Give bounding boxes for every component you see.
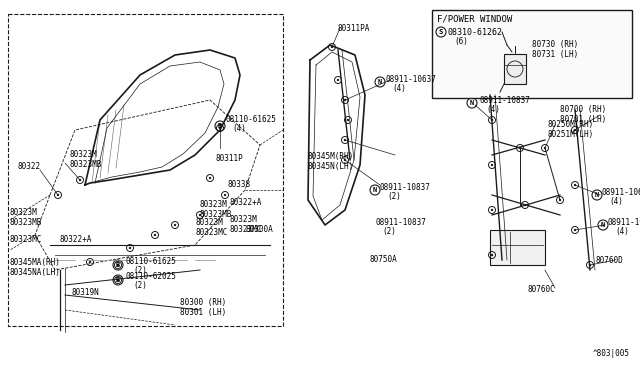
Text: B: B: [116, 277, 120, 283]
Text: 80311P: 80311P: [215, 154, 243, 163]
Text: 80760D: 80760D: [596, 256, 624, 265]
Text: 08911-10837: 08911-10837: [380, 183, 431, 192]
Circle shape: [491, 209, 493, 211]
Circle shape: [209, 177, 211, 179]
Circle shape: [219, 127, 221, 129]
Text: 80323MC: 80323MC: [10, 235, 42, 244]
Text: 80345MA(RH)
80345NA(LH): 80345MA(RH) 80345NA(LH): [10, 258, 61, 278]
Text: 80322+A: 80322+A: [60, 235, 92, 244]
Text: 80322: 80322: [18, 162, 41, 171]
Text: 80311PA: 80311PA: [337, 24, 369, 33]
Circle shape: [524, 204, 526, 206]
Bar: [504, 54, 526, 84]
Bar: [432, 10, 632, 98]
Text: 08911-10637: 08911-10637: [608, 218, 640, 227]
Circle shape: [574, 184, 576, 186]
Bar: [490, 230, 545, 265]
Text: 08911-10837: 08911-10837: [375, 218, 426, 227]
Text: B: B: [116, 262, 120, 268]
Circle shape: [199, 214, 201, 216]
Text: 80319N: 80319N: [72, 288, 100, 297]
Circle shape: [344, 159, 346, 161]
Text: 80731 (LH): 80731 (LH): [532, 50, 579, 59]
Circle shape: [331, 46, 333, 48]
Circle shape: [116, 279, 119, 281]
Circle shape: [344, 139, 346, 141]
Text: 80323M
80323MB: 80323M 80323MB: [70, 150, 102, 169]
Circle shape: [491, 119, 493, 121]
Circle shape: [574, 229, 576, 231]
Text: 80323M
80323MC: 80323M 80323MC: [230, 215, 262, 234]
Circle shape: [89, 261, 92, 263]
Text: (2): (2): [387, 192, 401, 201]
Circle shape: [224, 194, 226, 196]
Text: 08110-61625: 08110-61625: [225, 115, 276, 124]
Text: (4): (4): [609, 197, 623, 206]
Text: 80300 (RH)
80301 (LH): 80300 (RH) 80301 (LH): [180, 298, 227, 317]
Text: S: S: [439, 29, 443, 35]
Text: 80300A: 80300A: [245, 225, 273, 234]
Text: (4): (4): [392, 84, 406, 93]
Text: 80338: 80338: [228, 180, 251, 189]
Text: ^803|005: ^803|005: [593, 349, 630, 358]
Text: 08110-62025: 08110-62025: [126, 272, 177, 281]
Text: 80323M
80323MC: 80323M 80323MC: [195, 218, 227, 237]
Text: N: N: [595, 192, 599, 198]
Text: 08911-10837: 08911-10837: [479, 96, 530, 105]
Text: 80250M(RH)
80251M(LH): 80250M(RH) 80251M(LH): [548, 120, 595, 140]
Circle shape: [519, 147, 521, 149]
Text: B: B: [218, 123, 222, 129]
Bar: [8, 14, 283, 326]
Circle shape: [574, 129, 576, 131]
Circle shape: [491, 254, 493, 256]
Circle shape: [544, 147, 546, 149]
Text: 08310-61262: 08310-61262: [448, 28, 503, 37]
Circle shape: [174, 224, 176, 226]
Text: 08110-61625: 08110-61625: [126, 257, 177, 266]
Circle shape: [116, 264, 119, 266]
Circle shape: [129, 247, 131, 249]
Text: N: N: [601, 222, 605, 228]
Text: (2): (2): [133, 281, 147, 290]
Text: F/POWER WINDOW: F/POWER WINDOW: [437, 14, 512, 23]
Text: 80750A: 80750A: [370, 255, 397, 264]
Text: (4): (4): [615, 227, 629, 236]
Text: 80323M
80323MB: 80323M 80323MB: [10, 208, 42, 227]
Circle shape: [589, 264, 591, 266]
Text: (2): (2): [133, 266, 147, 275]
Circle shape: [344, 99, 346, 101]
Circle shape: [154, 234, 156, 236]
Text: 08911-10637: 08911-10637: [602, 188, 640, 197]
Circle shape: [337, 79, 339, 81]
Circle shape: [347, 119, 349, 121]
Text: N: N: [470, 100, 474, 106]
Text: 80323M
80323MB: 80323M 80323MB: [200, 200, 232, 219]
Text: (6): (6): [454, 37, 468, 46]
Text: N: N: [378, 79, 382, 85]
Text: N: N: [373, 187, 377, 193]
Text: (4): (4): [232, 124, 246, 133]
Text: 80322+A: 80322+A: [230, 198, 262, 207]
Text: 80760C: 80760C: [528, 285, 556, 294]
Circle shape: [79, 179, 81, 181]
Text: (2): (2): [382, 227, 396, 236]
Circle shape: [491, 164, 493, 166]
Circle shape: [57, 194, 60, 196]
Text: 80700 (RH)
80701 (LH): 80700 (RH) 80701 (LH): [560, 105, 606, 124]
Text: 80730 (RH): 80730 (RH): [532, 40, 579, 49]
Circle shape: [559, 199, 561, 201]
Text: 80345M(RH)
80345N(LH): 80345M(RH) 80345N(LH): [308, 152, 355, 171]
Text: 08911-10637: 08911-10637: [385, 75, 436, 84]
Text: (4): (4): [486, 105, 500, 114]
